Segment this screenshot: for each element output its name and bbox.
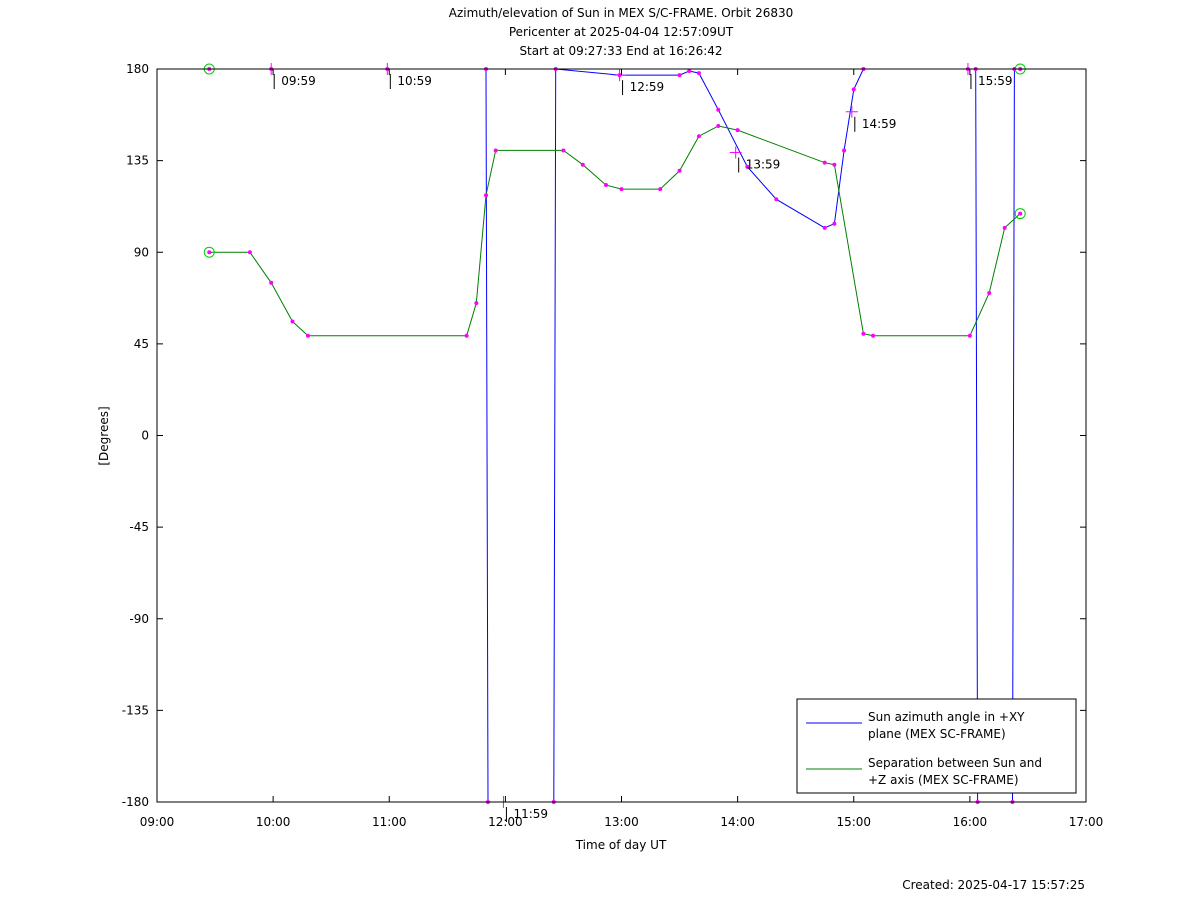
data-point <box>822 160 827 165</box>
data-point <box>687 69 692 74</box>
x-axis-label: Time of day UT <box>575 838 667 852</box>
data-point <box>677 73 682 78</box>
chart-title: Azimuth/elevation of Sun in MEX S/C-FRAM… <box>449 6 794 58</box>
axes: 09:00 10:00 11:00 12:00 13:00 14:00 15:00 16:00… <box>122 62 1104 829</box>
time-label: 12:59 <box>630 80 665 94</box>
y-tick-label: -135 <box>122 703 149 717</box>
data-point <box>716 107 721 112</box>
time-label: 11:59 <box>513 807 548 821</box>
y-tick-label: 45 <box>134 337 149 351</box>
created-timestamp: Created: 2025-04-17 15:57:25 <box>902 878 1085 892</box>
legend-box <box>796 698 1077 794</box>
data-point <box>822 225 827 230</box>
data-point <box>1018 211 1023 216</box>
legend-label: Separation between Sun and <box>868 756 1042 770</box>
data-point <box>474 301 479 306</box>
data-point <box>493 148 498 153</box>
data-point <box>658 187 663 192</box>
data-point <box>207 250 212 255</box>
data-point <box>842 148 847 153</box>
x-tick-label: 09:00 <box>140 815 175 829</box>
y-tick-label: -90 <box>129 612 149 626</box>
data-point <box>484 193 489 198</box>
endpoint-marker <box>203 246 215 258</box>
data-point <box>696 134 701 139</box>
y-tick-label: 0 <box>141 429 149 443</box>
data-point <box>735 128 740 133</box>
data-point <box>774 197 779 202</box>
legend-label: plane (MEX SC-FRAME) <box>868 727 1006 741</box>
x-tick-label: 13:00 <box>604 815 639 829</box>
chart-title-line: Start at 09:27:33 End at 16:26:42 <box>519 44 722 58</box>
data-point <box>832 221 837 226</box>
data-point <box>290 319 295 324</box>
x-tick-label: 12:00 <box>488 815 523 829</box>
x-tick-label: 15:00 <box>836 815 871 829</box>
data-point <box>604 183 609 188</box>
data-point <box>580 162 585 167</box>
data-point <box>561 148 566 153</box>
time-label: 14:59 <box>862 117 897 131</box>
time-label: 10:59 <box>397 74 432 88</box>
y-tick-label: -180 <box>122 795 149 809</box>
data-point <box>464 333 469 338</box>
data-point <box>269 280 274 285</box>
time-labels: 09:59 10:59 11:59 12:59 13:59 14:59 15:59 <box>265 63 1013 822</box>
legend: Sun azimuth angle in +XY plane (MEX SC-FR… <box>796 698 1077 794</box>
data-point <box>832 162 837 167</box>
y-tick-label: 135 <box>126 154 149 168</box>
time-label: 13:59 <box>746 157 781 171</box>
data-point <box>619 187 624 192</box>
data-point <box>677 168 682 173</box>
y-tick-label: 180 <box>126 62 149 76</box>
x-tick-label: 10:00 <box>256 815 291 829</box>
chart-title-line: Azimuth/elevation of Sun in MEX S/C-FRAM… <box>449 6 794 20</box>
data-point <box>967 333 972 338</box>
y-tick-label: 90 <box>134 245 149 259</box>
legend-label: +Z axis (MEX SC-FRAME) <box>868 773 1019 787</box>
data-point <box>851 87 856 92</box>
y-axis-label: [Degrees] <box>97 406 111 465</box>
data-point <box>745 164 750 169</box>
x-tick-label: 11:00 <box>372 815 407 829</box>
data-point <box>696 71 701 76</box>
data-point <box>987 290 992 295</box>
legend-label: Sun azimuth angle in +XY <box>868 710 1025 724</box>
x-tick-label: 17:00 <box>1069 815 1104 829</box>
plot-markers <box>203 63 1026 804</box>
y-tick-label: -45 <box>129 520 149 534</box>
data-point <box>247 250 252 255</box>
data-point <box>861 331 866 336</box>
time-label: 15:59 <box>978 74 1013 88</box>
data-point <box>716 124 721 129</box>
data-point <box>871 333 876 338</box>
chart-title-line: Pericenter at 2025-04-04 12:57:09UT <box>509 25 734 39</box>
time-label: 09:59 <box>281 74 316 88</box>
x-tick-label: 16:00 <box>953 815 988 829</box>
data-point <box>1002 225 1007 230</box>
data-point <box>305 333 310 338</box>
endpoint-marker <box>1014 208 1026 220</box>
x-tick-label: 14:00 <box>720 815 755 829</box>
